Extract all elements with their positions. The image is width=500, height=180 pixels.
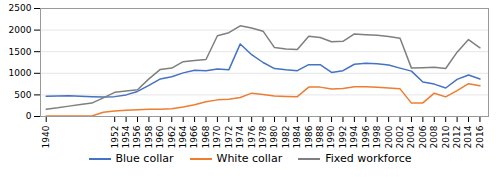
svg-text:2014: 2014 — [463, 125, 473, 148]
svg-text:1982: 1982 — [281, 126, 291, 149]
svg-text:1952: 1952 — [110, 126, 120, 149]
svg-text:1966: 1966 — [189, 125, 199, 148]
svg-text:1964: 1964 — [178, 125, 188, 148]
svg-text:2000: 2000 — [9, 25, 32, 35]
html-text:Blue collar: Blue collar — [115, 152, 174, 165]
svg-text:1980: 1980 — [269, 125, 279, 148]
svg-text:1976: 1976 — [247, 125, 257, 148]
svg-text:1990: 1990 — [326, 125, 336, 148]
svg-text:1986: 1986 — [304, 125, 314, 148]
svg-text:1998: 1998 — [372, 125, 382, 148]
svg-text:2016: 2016 — [475, 125, 485, 148]
html-text:White collar: White collar — [216, 152, 283, 165]
svg-text:2006: 2006 — [418, 125, 428, 148]
svg-text:1972: 1972 — [224, 126, 234, 149]
svg-text:2008: 2008 — [429, 125, 439, 148]
svg-text:1968: 1968 — [201, 125, 211, 148]
svg-text:2012: 2012 — [452, 126, 462, 149]
svg-text:1962: 1962 — [167, 126, 177, 149]
svg-text:1960: 1960 — [155, 125, 165, 148]
svg-text:1996: 1996 — [361, 125, 371, 148]
svg-text:2002: 2002 — [395, 126, 405, 149]
html-text:Fixed workforce: Fixed workforce — [325, 152, 412, 165]
svg-text:1956: 1956 — [132, 125, 142, 148]
svg-text:1978: 1978 — [258, 125, 268, 148]
svg-text:1994: 1994 — [349, 125, 359, 148]
svg-text:2004: 2004 — [406, 125, 416, 148]
svg-text:500: 500 — [14, 90, 31, 100]
svg-text:2010: 2010 — [441, 125, 451, 148]
svg-text:1992: 1992 — [338, 126, 348, 149]
svg-text:2000: 2000 — [384, 125, 394, 148]
svg-text:1940: 1940 — [41, 125, 51, 148]
svg-text:1970: 1970 — [212, 125, 222, 148]
svg-text:1974: 1974 — [235, 125, 245, 148]
svg-text:1000: 1000 — [9, 68, 32, 78]
svg-text:1500: 1500 — [9, 47, 32, 57]
svg-text:1958: 1958 — [144, 125, 154, 148]
svg-text:1984: 1984 — [292, 125, 302, 148]
svg-text:1988: 1988 — [315, 125, 325, 148]
svg-text:2500: 2500 — [9, 3, 32, 13]
svg-text:1954: 1954 — [121, 125, 131, 148]
svg-text:0: 0 — [26, 111, 32, 121]
